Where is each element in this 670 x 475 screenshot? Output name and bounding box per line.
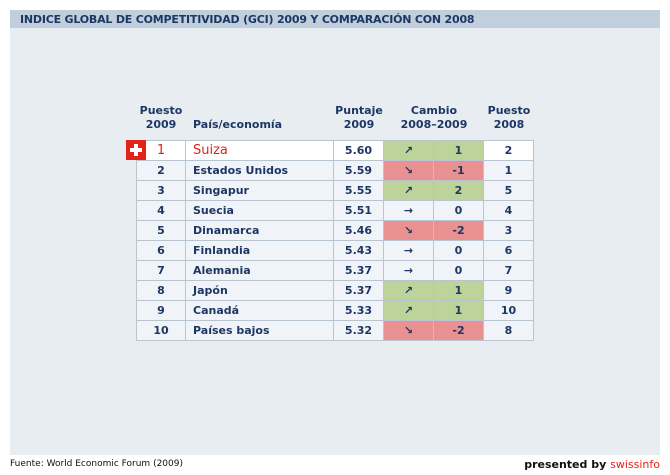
country-cell: Alemania bbox=[185, 260, 334, 281]
trend-arrow-icon: → bbox=[383, 200, 434, 221]
country-cell: Singapur bbox=[185, 180, 334, 201]
score-cell: 5.55 bbox=[333, 180, 384, 201]
country-cell: Estados Unidos bbox=[185, 160, 334, 181]
rank-2008-cell: 6 bbox=[483, 240, 534, 261]
score-cell: 5.46 bbox=[333, 220, 384, 241]
table-row: 5 Dinamarca 5.46 ↘ -2 3 bbox=[136, 220, 534, 241]
swissinfo-logo: swissinfo bbox=[610, 458, 660, 471]
change-cell: 0 bbox=[433, 240, 484, 261]
header-rank-2008: Puesto 2008 bbox=[487, 104, 531, 131]
score-cell: 5.37 bbox=[333, 280, 384, 301]
trend-arrow-icon: ↘ bbox=[383, 320, 434, 341]
change-cell: 0 bbox=[433, 260, 484, 281]
rank-2008-cell: 7 bbox=[483, 260, 534, 281]
change-cell: 1 bbox=[433, 140, 484, 161]
header-change: Cambio 2008–2009 bbox=[400, 104, 468, 131]
change-cell: -2 bbox=[433, 220, 484, 241]
trend-arrow-icon: ↘ bbox=[383, 160, 434, 181]
rank-cell: 7 bbox=[136, 260, 186, 281]
table-row: 8 Japón 5.37 ↗ 1 9 bbox=[136, 280, 534, 301]
country-cell: Canadá bbox=[185, 300, 334, 321]
table-row: 4 Suecia 5.51 → 0 4 bbox=[136, 200, 534, 221]
rank-cell: 8 bbox=[136, 280, 186, 301]
rank-2008-cell: 4 bbox=[483, 200, 534, 221]
table-row: 1 Suiza 5.60 ↗ 1 2 bbox=[136, 140, 534, 161]
rank-2008-cell: 3 bbox=[483, 220, 534, 241]
country-cell: Suiza bbox=[185, 140, 334, 161]
rank-2008-cell: 2 bbox=[483, 140, 534, 161]
score-cell: 5.33 bbox=[333, 300, 384, 321]
trend-arrow-icon: ↘ bbox=[383, 220, 434, 241]
trend-arrow-icon: ↗ bbox=[383, 180, 434, 201]
ranking-table: 1 Suiza 5.60 ↗ 1 2 2 Estados Unidos 5.59 ↘ -1 1 3 Sin… bbox=[136, 140, 534, 341]
change-cell: 2 bbox=[433, 180, 484, 201]
trend-arrow-icon: ↗ bbox=[383, 140, 434, 161]
table-row: 3 Singapur 5.55 ↗ 2 5 bbox=[136, 180, 534, 201]
country-cell: Dinamarca bbox=[185, 220, 334, 241]
change-cell: -1 bbox=[433, 160, 484, 181]
header-score: Puntaje 2009 bbox=[335, 104, 383, 131]
rank-2008-cell: 9 bbox=[483, 280, 534, 301]
change-cell: 1 bbox=[433, 300, 484, 321]
rank-2008-cell: 1 bbox=[483, 160, 534, 181]
score-cell: 5.32 bbox=[333, 320, 384, 341]
score-cell: 5.60 bbox=[333, 140, 384, 161]
rank-cell: 10 bbox=[136, 320, 186, 341]
country-cell: Finlandia bbox=[185, 240, 334, 261]
score-cell: 5.51 bbox=[333, 200, 384, 221]
country-cell: Suecia bbox=[185, 200, 334, 221]
score-cell: 5.59 bbox=[333, 160, 384, 181]
trend-arrow-icon: → bbox=[383, 240, 434, 261]
table-row: 6 Finlandia 5.43 → 0 6 bbox=[136, 240, 534, 261]
swiss-flag-icon bbox=[126, 140, 146, 160]
rank-2008-cell: 10 bbox=[483, 300, 534, 321]
trend-arrow-icon: ↗ bbox=[383, 300, 434, 321]
rank-cell: 5 bbox=[136, 220, 186, 241]
presented-by: presented by swissinfo bbox=[524, 458, 660, 471]
change-cell: 0 bbox=[433, 200, 484, 221]
source-note: Fuente: World Economic Forum (2009) bbox=[10, 459, 183, 469]
country-cell: Japón bbox=[185, 280, 334, 301]
country-cell: Países bajos bbox=[185, 320, 334, 341]
table-row: 2 Estados Unidos 5.59 ↘ -1 1 bbox=[136, 160, 534, 181]
trend-arrow-icon: ↗ bbox=[383, 280, 434, 301]
header-rank-2009: Puesto 2009 bbox=[139, 104, 183, 131]
rank-2008-cell: 8 bbox=[483, 320, 534, 341]
score-cell: 5.43 bbox=[333, 240, 384, 261]
table-row: 7 Alemania 5.37 → 0 7 bbox=[136, 260, 534, 281]
change-cell: -2 bbox=[433, 320, 484, 341]
rank-cell: 2 bbox=[136, 160, 186, 181]
chart-title: INDICE GLOBAL DE COMPETITIVIDAD (GCI) 20… bbox=[10, 10, 660, 28]
rank-cell: 4 bbox=[136, 200, 186, 221]
rank-2008-cell: 5 bbox=[483, 180, 534, 201]
rank-cell: 6 bbox=[136, 240, 186, 261]
table-row: 9 Canadá 5.33 ↗ 1 10 bbox=[136, 300, 534, 321]
rank-cell: 9 bbox=[136, 300, 186, 321]
header-country: País/economía bbox=[193, 118, 283, 131]
rank-cell: 3 bbox=[136, 180, 186, 201]
score-cell: 5.37 bbox=[333, 260, 384, 281]
trend-arrow-icon: → bbox=[383, 260, 434, 281]
table-row: 10 Países bajos 5.32 ↘ -2 8 bbox=[136, 320, 534, 341]
change-cell: 1 bbox=[433, 280, 484, 301]
